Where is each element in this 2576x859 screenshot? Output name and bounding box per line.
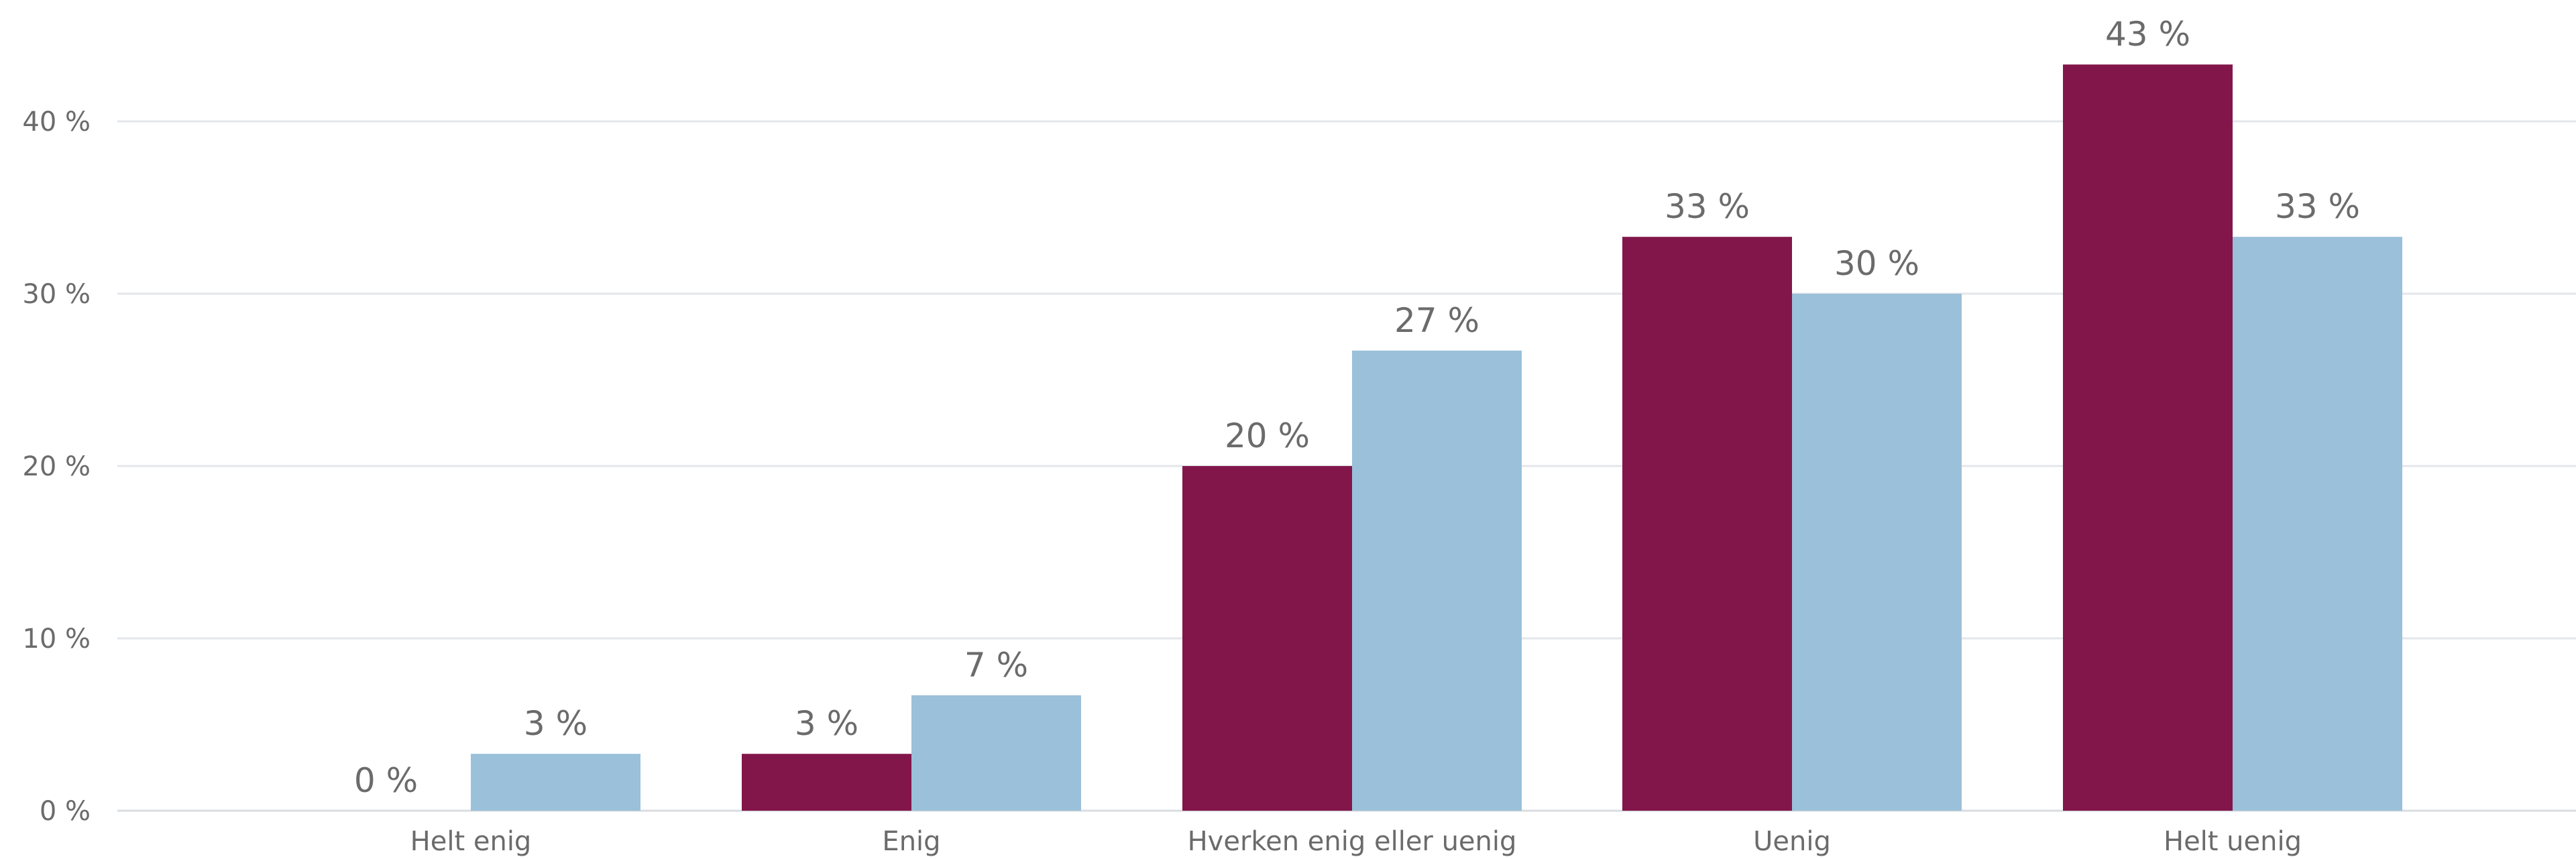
bar-series-1-uenig	[1622, 237, 1792, 811]
x-category-label: Helt enig	[410, 826, 532, 857]
x-category-label: Enig	[882, 826, 940, 857]
bar-series-2-helt-enig	[471, 754, 640, 811]
data-label: 3 %	[524, 704, 587, 743]
data-label: 7 %	[964, 646, 1028, 685]
x-category-label: Hverken enig eller uenig	[1188, 826, 1517, 857]
y-tick-label: 10 %	[22, 624, 91, 654]
data-label: 33 %	[1665, 187, 1750, 226]
x-category-label: Helt uenig	[2164, 826, 2302, 857]
y-axis-tick-labels: 0 % 10 % 20 % 30 % 40 %	[22, 107, 91, 827]
y-tick-label: 40 %	[22, 107, 91, 137]
bar-series-2-enig	[911, 695, 1081, 811]
x-axis-category-labels: Helt enig Enig Hverken enig eller uenig Uen…	[410, 826, 2302, 857]
bar-series-2-hverken-enig-eller-uenig	[1352, 350, 1522, 811]
data-label: 0 %	[354, 761, 418, 800]
data-label: 33 %	[2275, 187, 2360, 226]
x-category-label: Uenig	[1753, 826, 1831, 857]
data-label: 27 %	[1394, 301, 1479, 340]
y-tick-label: 30 %	[22, 279, 91, 310]
data-label: 20 %	[1225, 416, 1310, 455]
bar-series-1-enig	[742, 754, 911, 811]
bar-series-2-helt-uenig	[2233, 237, 2402, 811]
data-label: 3 %	[795, 704, 858, 743]
bar-series-1-hverken-enig-eller-uenig	[1182, 466, 1352, 811]
y-tick-label: 20 %	[22, 451, 91, 482]
bar-series-2-uenig	[1792, 294, 1962, 811]
y-tick-label: 0 %	[40, 796, 91, 827]
bar-series-1-helt-uenig	[2063, 64, 2233, 811]
bars	[471, 64, 2402, 811]
data-label: 43 %	[2105, 15, 2190, 54]
data-labels: 0 % 3 % 20 % 33 % 43 % 3 % 7 % 27 % 30 % 33 %	[354, 15, 2360, 800]
data-label: 30 %	[1834, 244, 1919, 283]
